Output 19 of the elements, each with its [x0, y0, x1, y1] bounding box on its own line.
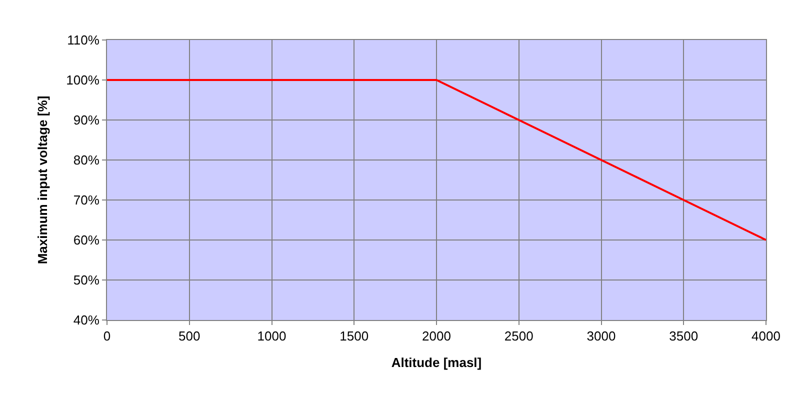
x-tick-label: 1000 — [257, 328, 286, 344]
x-tick-label: 2000 — [422, 328, 451, 344]
y-tick-label: 90% — [73, 112, 100, 128]
y-tick-label: 70% — [73, 192, 100, 208]
y-tick-label: 80% — [73, 152, 100, 168]
x-tick-label: 3500 — [669, 328, 698, 344]
x-tick-label: 2500 — [504, 328, 534, 344]
y-tick-label: 60% — [73, 232, 100, 248]
x-tick-label: 500 — [178, 328, 200, 344]
y-axis-title: Maximum input voltage [%] — [35, 96, 50, 264]
x-tick-label: 4000 — [752, 328, 780, 344]
x-axis-title: Altitude [masl] — [391, 355, 482, 370]
x-tick-label: 0 — [103, 328, 111, 344]
y-tick-label: 110% — [67, 32, 100, 48]
y-tick-label: 40% — [73, 312, 100, 328]
y-tick-label: 100% — [66, 72, 100, 88]
x-tick-label: 1500 — [340, 328, 369, 344]
x-tick-label: 3000 — [586, 328, 616, 344]
y-tick-label: 50% — [73, 272, 100, 288]
